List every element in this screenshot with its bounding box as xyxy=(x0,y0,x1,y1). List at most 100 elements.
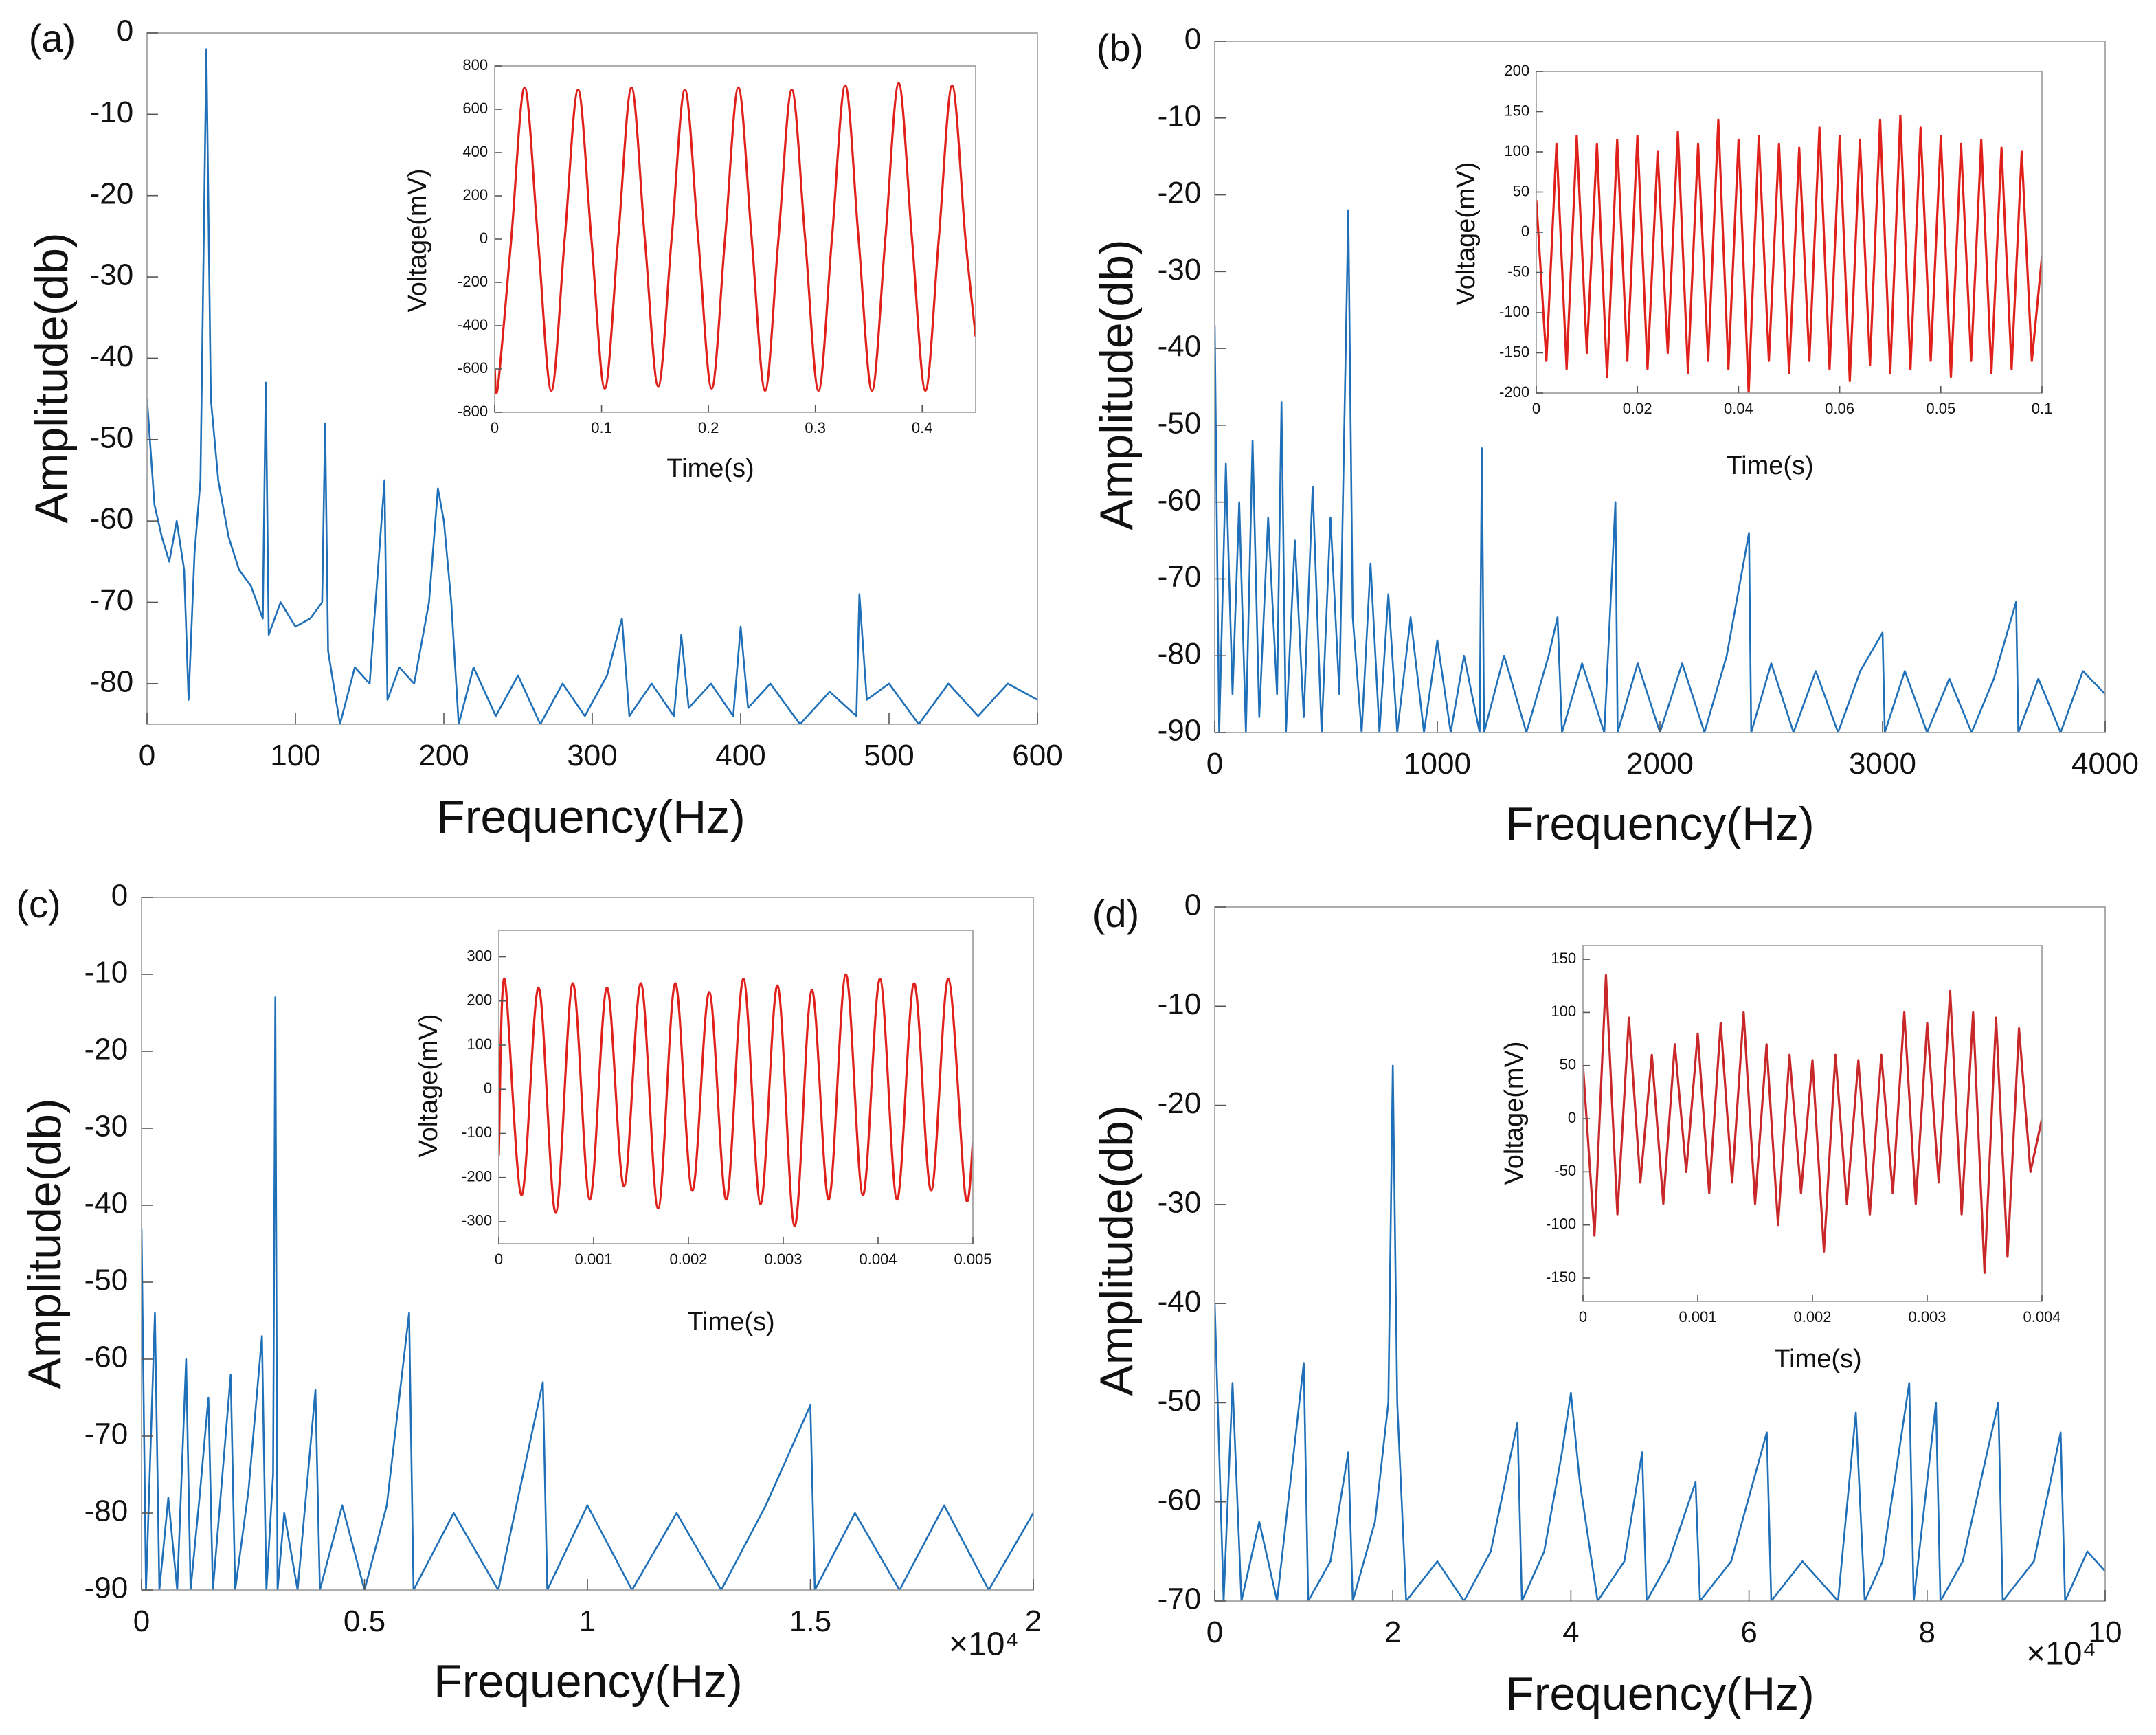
panel-label: (c) xyxy=(16,882,60,926)
x-axis-label: Time(s) xyxy=(1774,1345,1861,1374)
data-line xyxy=(147,48,1037,724)
y-tick-label: -50 xyxy=(1554,1162,1576,1179)
x-tick-label: 3000 xyxy=(1849,747,1916,781)
x-axis-label: Frequency(Hz) xyxy=(436,791,745,843)
x-tick-label: 0.4 xyxy=(912,419,933,436)
x-tick-label: 4 xyxy=(1562,1615,1579,1649)
y-tick-label: -100 xyxy=(462,1123,492,1141)
y-tick-label: 150 xyxy=(1551,950,1576,967)
y-axis-label: Amplitude(db) xyxy=(19,1098,71,1389)
x-tick-label: 0.004 xyxy=(859,1251,897,1268)
x-tick-label: 300 xyxy=(567,739,617,772)
y-tick-label: -10 xyxy=(1158,99,1202,133)
y-tick-label: 400 xyxy=(462,143,488,160)
y-tick-label: 50 xyxy=(1560,1056,1576,1073)
y-tick-label: -70 xyxy=(1158,1582,1202,1616)
y-tick-label: -30 xyxy=(90,258,134,292)
plot-area xyxy=(1583,945,2042,1301)
data-line xyxy=(1215,209,2105,732)
y-tick-label: 200 xyxy=(467,992,492,1009)
y-tick-label: 200 xyxy=(462,186,488,203)
x-tick-label: 4000 xyxy=(2071,747,2139,781)
y-tick-label: -80 xyxy=(85,1495,128,1528)
x-tick-label: 0.002 xyxy=(669,1251,707,1268)
axes-frame xyxy=(498,930,974,1244)
y-tick-label: -150 xyxy=(1499,343,1529,360)
y-tick-label: -90 xyxy=(85,1571,128,1605)
x-tick-label: 0 xyxy=(1206,1615,1223,1649)
y-axis-label: Voltage(mV) xyxy=(1500,1041,1529,1185)
y-tick-label: 50 xyxy=(1513,182,1529,199)
x-tick-label: 400 xyxy=(715,739,765,772)
x-tick-label: 0.3 xyxy=(805,419,826,436)
y-tick-label: 0 xyxy=(111,879,128,913)
x-tick-label: 0.2 xyxy=(698,419,719,436)
y-tick-label: -30 xyxy=(1158,1185,1202,1219)
y-tick-label: -20 xyxy=(90,177,134,210)
y-tick-label: 0 xyxy=(1184,888,1201,922)
y-tick-label: -50 xyxy=(90,421,134,454)
x-axis-label: Time(s) xyxy=(1726,451,1813,480)
y-tick-label: -20 xyxy=(1158,176,1202,210)
x-tick-label: 0 xyxy=(1206,747,1223,781)
data-line xyxy=(1536,114,2042,393)
x-tick-label: 0.005 xyxy=(954,1251,991,1268)
y-tick-label: 800 xyxy=(462,56,488,74)
y-tick-label: -100 xyxy=(1499,303,1529,320)
x-axis-label: Time(s) xyxy=(666,454,754,483)
x-tick-label: 0.001 xyxy=(1678,1308,1716,1325)
y-tick-label: -50 xyxy=(1158,1384,1202,1418)
x-tick-label: 0.002 xyxy=(1793,1308,1831,1325)
y-tick-label: -10 xyxy=(90,96,134,129)
panel-label: (b) xyxy=(1097,26,1143,69)
plot-area xyxy=(495,66,976,412)
y-tick-label: -40 xyxy=(1158,330,1202,363)
y-tick-label: 150 xyxy=(1504,102,1529,119)
x-tick-label: 0 xyxy=(491,419,499,436)
y-tick-label: -80 xyxy=(1158,637,1202,671)
y-tick-label: -100 xyxy=(1546,1215,1576,1232)
y-axis-label: Voltage(mV) xyxy=(403,168,432,312)
y-tick-label: -50 xyxy=(1158,407,1202,440)
y-tick-label: -400 xyxy=(458,316,488,333)
x-tick-label: 0.5 xyxy=(344,1604,385,1638)
y-tick-label: -60 xyxy=(1158,483,1202,517)
y-tick-label: -90 xyxy=(1158,714,1202,748)
y-tick-label: -40 xyxy=(85,1187,128,1220)
x-tick-label: 0.003 xyxy=(1908,1308,1946,1325)
y-tick-label: 0 xyxy=(484,1079,492,1097)
y-tick-label: 0 xyxy=(1184,23,1201,56)
x-tick-label: 600 xyxy=(1012,739,1062,772)
y-tick-label: -600 xyxy=(458,359,488,377)
x-tick-label: 500 xyxy=(864,739,914,772)
panel: -800 -600 -400 -200 0 200 400 600 800 0 0.1 0.2 0.3 0… xyxy=(403,56,976,483)
y-tick-label: 200 xyxy=(1504,62,1529,79)
y-tick-label: -70 xyxy=(85,1418,128,1451)
panel-label: (d) xyxy=(1092,892,1139,935)
x-tick-label: 0.02 xyxy=(1623,400,1652,417)
y-tick-label: -200 xyxy=(1499,383,1529,401)
y-tick-label: 0 xyxy=(117,14,133,48)
x-tick-label: 0.1 xyxy=(591,419,612,436)
x-tick-label: 0.001 xyxy=(574,1251,612,1268)
y-axis-label: Amplitude(db) xyxy=(25,232,78,523)
x-tick-label: 0 xyxy=(133,1604,150,1638)
y-axis-label: Amplitude(db) xyxy=(1090,1105,1143,1396)
y-tick-label: 600 xyxy=(462,100,488,117)
y-tick-label: -20 xyxy=(85,1033,128,1066)
x-tick-label: 0.06 xyxy=(1825,400,1854,417)
data-line xyxy=(1215,1064,2105,1601)
y-tick-label: 0 xyxy=(1568,1109,1576,1126)
y-axis-label: Voltage(mV) xyxy=(1452,161,1481,305)
y-tick-label: -60 xyxy=(1158,1483,1202,1516)
x-tick-label: 0.004 xyxy=(2023,1308,2060,1325)
x-tick-label: 0.003 xyxy=(764,1251,802,1268)
x-tick-label: 0 xyxy=(495,1251,503,1268)
y-tick-label: -800 xyxy=(458,403,488,420)
y-tick-label: -150 xyxy=(1546,1268,1576,1286)
data-line xyxy=(499,973,973,1227)
y-tick-label: -300 xyxy=(462,1212,492,1229)
data-line xyxy=(1583,974,2042,1274)
x-tick-label: 0.04 xyxy=(1724,400,1753,417)
y-axis-label: Amplitude(db) xyxy=(1090,239,1143,530)
